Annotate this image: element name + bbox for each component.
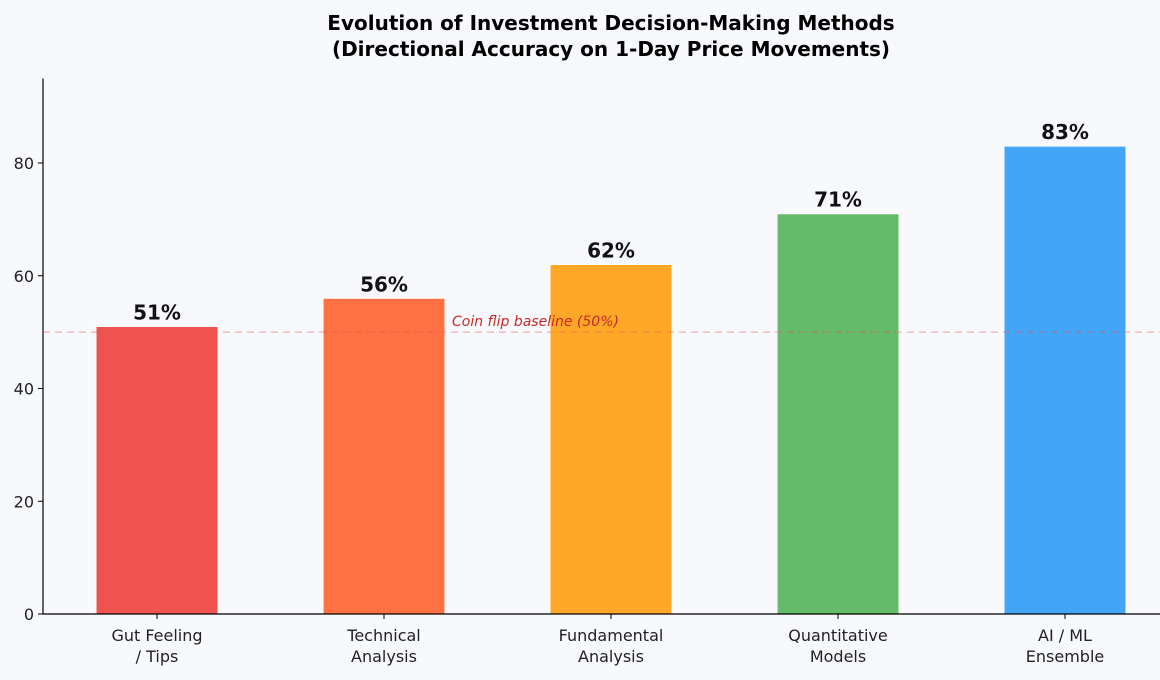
chart-title-line-2: (Directional Accuracy on 1-Day Price Mov… <box>332 37 890 61</box>
y-tick-label: 40 <box>14 380 34 399</box>
baseline-label: Coin flip baseline (50%) <box>452 314 619 330</box>
x-tick-label: Technical Analysis <box>346 626 420 666</box>
data-label: 71% <box>814 188 862 212</box>
bar <box>322 297 446 615</box>
y-tick-label: 20 <box>14 492 34 511</box>
y-tick-label: 80 <box>14 154 34 173</box>
chart-title-line-1: Evolution of Investment Decision-Making … <box>327 11 894 35</box>
data-label: 56% <box>360 272 408 296</box>
data-label: 83% <box>1041 120 1089 144</box>
x-tick-label: Fundamental Analysis <box>559 626 664 666</box>
data-label: 62% <box>587 238 635 262</box>
bar <box>549 263 673 615</box>
x-tick-label: Quantitative Models <box>788 626 888 666</box>
bar <box>776 213 900 615</box>
x-tick-label: Gut Feeling / Tips <box>111 626 202 666</box>
bar <box>95 325 219 615</box>
y-tick-label: 0 <box>24 605 34 624</box>
data-label: 51% <box>133 300 181 324</box>
y-tick-label: 60 <box>14 267 34 286</box>
x-tick-label: AI / ML Ensemble <box>1026 626 1104 666</box>
bar <box>1003 145 1127 615</box>
